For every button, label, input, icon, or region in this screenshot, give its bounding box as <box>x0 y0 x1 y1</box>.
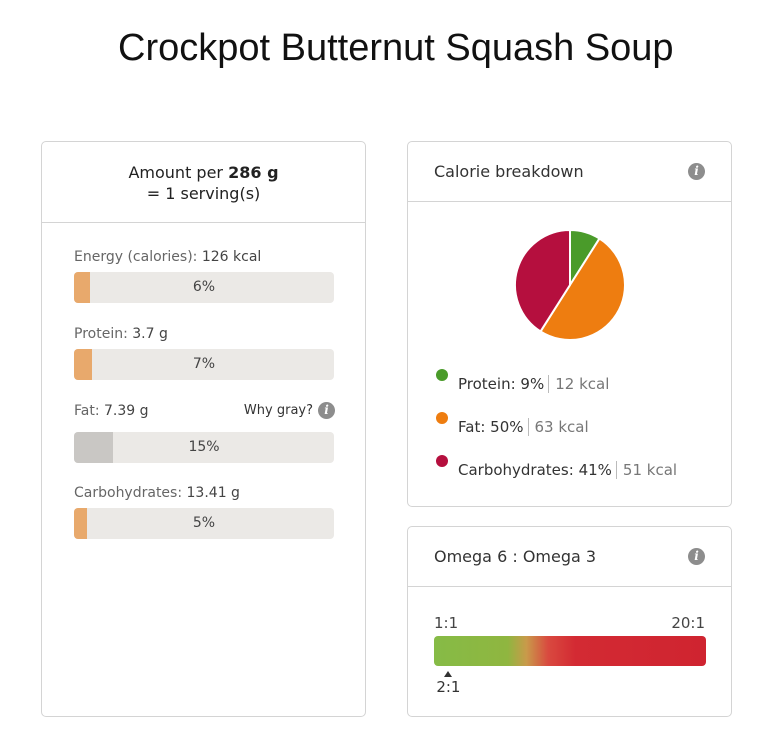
pie-slice-carbohydrates <box>514 228 571 333</box>
amount-prefix: Amount per <box>128 163 224 182</box>
ratio-max-label: 20:1 <box>671 614 705 632</box>
nutrient-name: Energy (calories): <box>74 249 198 265</box>
nutrient-value: 7.39 g <box>104 403 149 419</box>
legend-kcal: 51 kcal <box>615 461 678 479</box>
panel-title: Calorie breakdown <box>434 162 584 181</box>
ratio-marker-icon <box>444 671 453 677</box>
bar-fill <box>74 432 113 463</box>
panel-title: Omega 6 : Omega 3 <box>434 547 597 566</box>
nutrient-name: Protein: <box>74 326 128 342</box>
nutrient-energy: Energy (calories): 126 kcal 6% <box>74 248 334 303</box>
legend-dot <box>436 455 448 467</box>
info-icon[interactable]: i <box>318 402 335 419</box>
percent-label: 5% <box>192 515 216 531</box>
nutrient-value: 13.41 g <box>186 485 240 501</box>
legend-pct: 41% <box>578 461 612 479</box>
amount-header: Amount per 286 g = 1 serving(s) <box>42 142 365 223</box>
recipe-title: Crockpot Butternut Squash Soup <box>118 27 674 69</box>
legend-dot <box>436 412 448 424</box>
bar-fill <box>74 508 87 539</box>
serving-weight: 286 g <box>228 163 279 182</box>
panel-header: Omega 6 : Omega 3 i <box>408 527 731 587</box>
why-gray-link[interactable]: Why gray? i <box>244 402 335 419</box>
percent-label: 7% <box>192 356 216 372</box>
nutrient-value: 3.7 g <box>132 326 168 342</box>
nutrition-panel: Amount per 286 g = 1 serving(s) Energy (… <box>41 141 366 717</box>
legend-kcal: 63 kcal <box>527 418 589 436</box>
ratio-value-label: 2:1 <box>436 678 461 696</box>
omega-ratio-panel: Omega 6 : Omega 3 i 1:1 20:1 2:1 <box>407 526 732 717</box>
nutrient-bar: 5% <box>74 508 334 539</box>
percent-label: 15% <box>188 439 220 455</box>
nutrient-carbohydrates: Carbohydrates: 13.41 g 5% <box>74 484 334 539</box>
legend-kcal: 12 kcal <box>548 375 610 393</box>
nutrient-bar: 7% <box>74 349 334 380</box>
nutrient-bar: 6% <box>74 272 334 303</box>
serving-count: = 1 serving(s) <box>146 184 261 203</box>
legend-pct: 9% <box>520 375 545 393</box>
legend-name: Carbohydrates: <box>458 461 574 479</box>
calorie-breakdown-panel: Calorie breakdown i Protein: 9% 12 kcal F… <box>407 141 732 507</box>
panel-header: Calorie breakdown i <box>408 142 731 202</box>
legend-pct: 50% <box>490 418 524 436</box>
bar-fill <box>74 349 93 380</box>
bar-fill <box>74 272 90 303</box>
info-icon[interactable]: i <box>688 548 705 565</box>
legend-name: Protein: <box>458 375 516 393</box>
ratio-gradient-bar <box>434 636 706 666</box>
why-gray-label[interactable]: Why gray? <box>243 403 313 418</box>
percent-label: 6% <box>192 279 216 295</box>
calorie-pie-chart <box>514 228 626 341</box>
ratio-min-label: 1:1 <box>434 614 459 632</box>
nutrient-value: 126 kcal <box>201 249 262 265</box>
legend-name: Fat: <box>458 418 486 436</box>
nutrient-bar: 15% <box>74 432 334 463</box>
pie-slice-fat <box>539 237 626 341</box>
nutrient-name: Carbohydrates: <box>74 485 183 501</box>
nutrient-fat: Fat: 7.39 g Why gray? i 15% <box>74 402 335 463</box>
info-icon[interactable]: i <box>688 163 705 180</box>
legend-dot <box>436 369 448 381</box>
nutrient-protein: Protein: 3.7 g 7% <box>74 325 334 380</box>
nutrient-name: Fat: <box>74 403 100 419</box>
